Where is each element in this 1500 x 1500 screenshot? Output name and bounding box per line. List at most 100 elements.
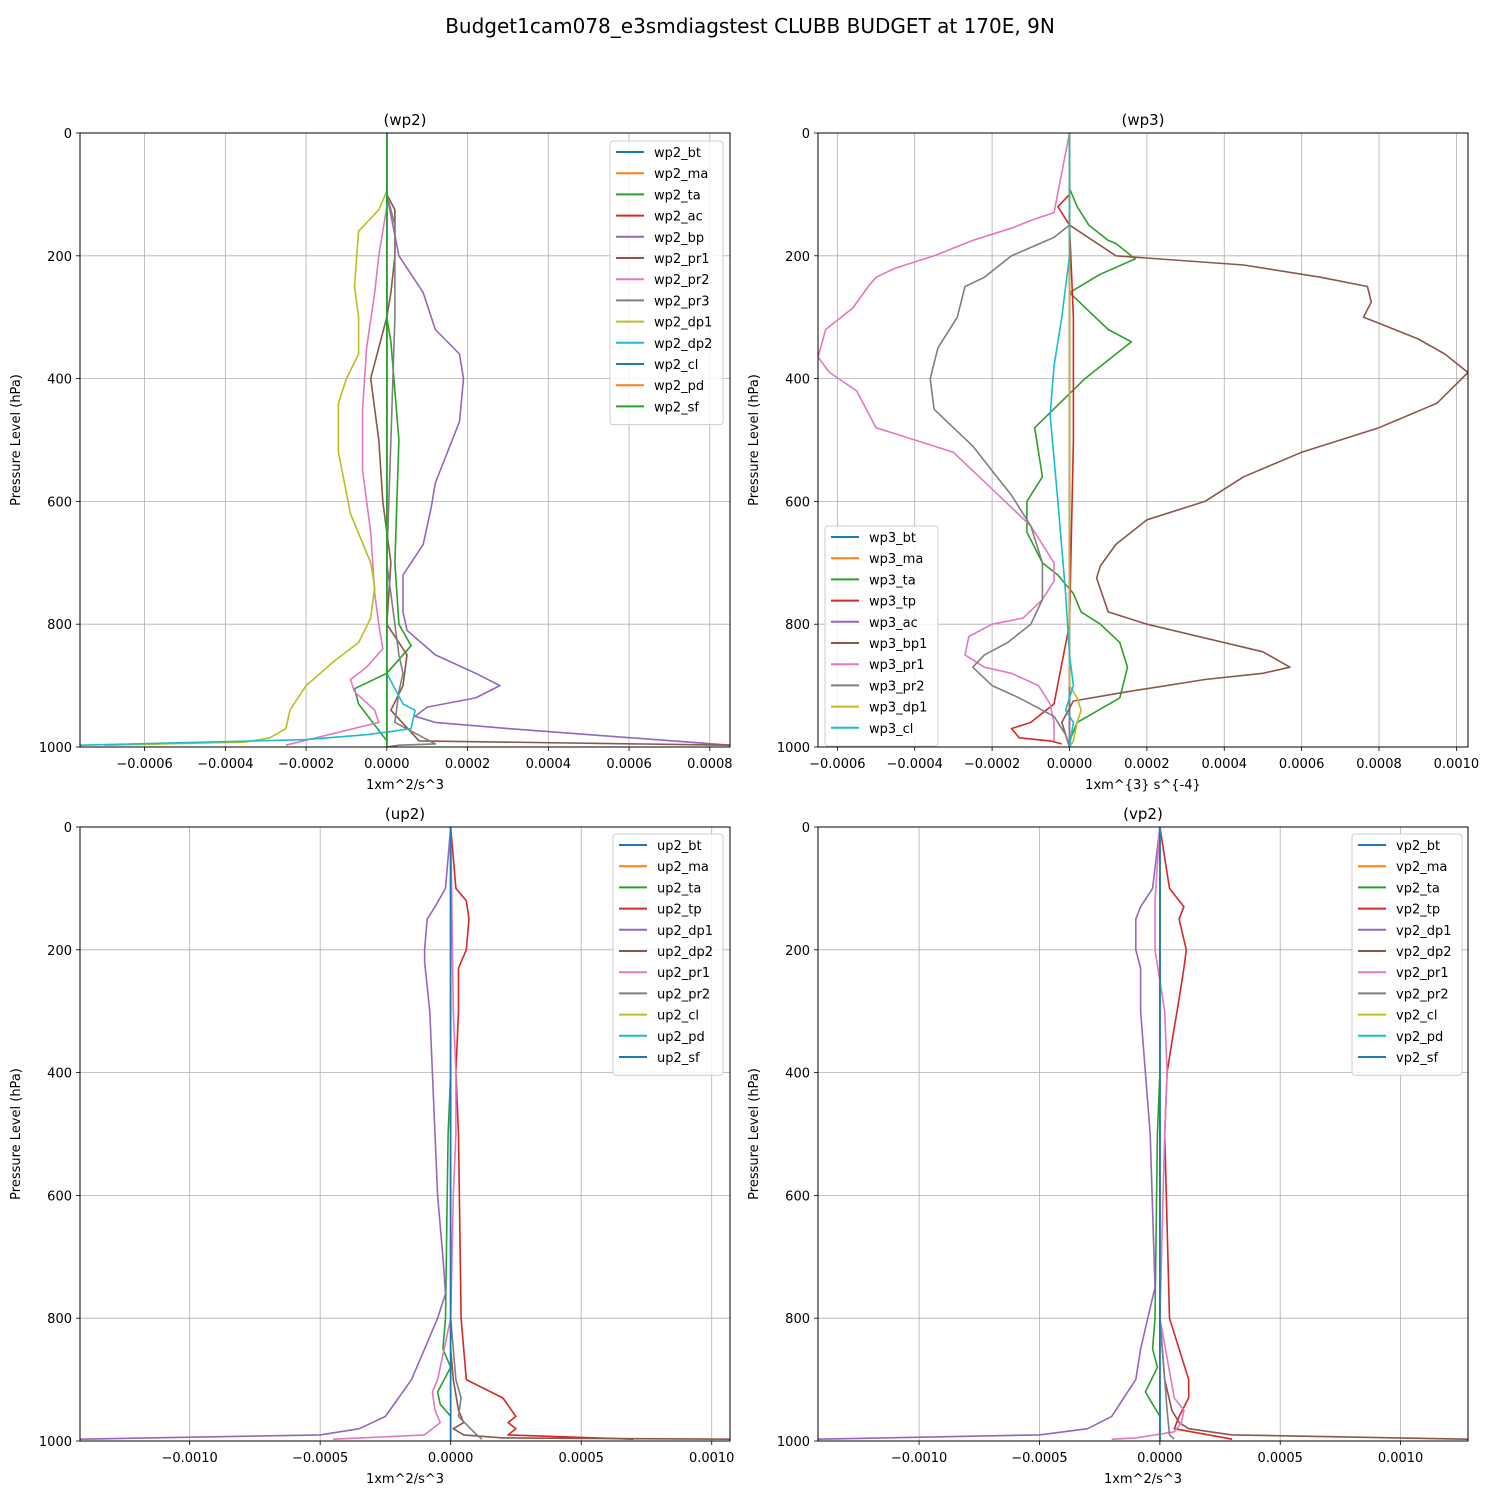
legend-label: wp2_bp (654, 231, 704, 246)
axes-frame (817, 826, 1469, 1442)
legend-label: up2_cl (657, 1009, 699, 1024)
legend-label: up2_dp1 (657, 924, 713, 939)
chart-panel-2: −0.0006 −0.0004 −0.0002 0.0000 0.0002 0.0004 0… (747, 111, 1479, 793)
y-tick-label: 400 (785, 373, 810, 388)
series-group (818, 827, 1468, 1441)
series-group (80, 827, 730, 1441)
x-tick-label: 0.0000 (1137, 1451, 1183, 1466)
y-tick-label: 1000 (39, 1435, 72, 1450)
y-tick-label: 600 (785, 495, 810, 510)
legend-label: vp2_ta (1396, 881, 1440, 896)
x-tick-label: −0.0006 (116, 757, 172, 772)
x-tick-label: 0.0010 (1434, 757, 1480, 772)
x-tick-label: 0.0005 (558, 1451, 604, 1466)
series-line-vp2-ta (1144, 827, 1161, 1441)
series-line-wp2-pr3 (385, 133, 437, 747)
legend: wp3_bt wp3_ma wp3_ta wp3_tp wp3_ac wp3_bp1 wp3… (824, 525, 939, 747)
y-tick-label: 800 (785, 1312, 810, 1327)
chart-panel-1: −0.0006 −0.0004 −0.0002 0.0000 0.0002 0.0004 0… (9, 111, 733, 793)
legend-label: wp2_cl (654, 358, 698, 373)
x-tick-label: 0.0000 (364, 757, 410, 772)
y-tick-label: 400 (47, 1067, 72, 1082)
y-tick-label: 200 (785, 944, 810, 959)
x-axis-label: 1xm^2/s^3 (366, 778, 444, 793)
y-tick-label: 1000 (777, 1435, 810, 1450)
legend-label: up2_dp2 (657, 945, 713, 960)
legend-label: wp2_pr3 (654, 294, 710, 309)
legend-label: vp2_pr1 (1396, 966, 1449, 981)
x-tick-label: −0.0004 (887, 757, 943, 772)
y-tick-label: 600 (47, 495, 72, 510)
panel-title: (up2) (385, 805, 425, 823)
series-line-wp3-bp1 (1061, 133, 1468, 747)
legend-label: up2_pd (657, 1030, 705, 1045)
legend-label: wp2_sf (654, 400, 699, 415)
legend-label: vp2_pr2 (1396, 987, 1449, 1002)
series-line-wp2-bp (385, 133, 730, 746)
series-line-wp2-pr2 (285, 133, 388, 746)
x-tick-label: 0.0004 (1202, 757, 1248, 772)
y-axis-label: Pressure Level (hPa) (747, 1068, 762, 1200)
legend-box (609, 140, 724, 426)
legend-label: up2_ta (657, 881, 701, 896)
y-tick-label: 0 (802, 127, 810, 142)
legend-label: wp2_dp2 (654, 337, 712, 352)
legend-label: wp3_bp1 (869, 637, 927, 652)
series-line-vp2-tp (1159, 827, 1233, 1440)
x-tick-label: −0.0010 (891, 1451, 947, 1466)
x-tick-label: 0.0000 (428, 1451, 474, 1466)
legend-label: up2_tp (657, 903, 702, 918)
legend-label: wp2_pd (654, 379, 704, 394)
series-group (818, 133, 1468, 747)
x-tick-label: 0.0005 (1257, 1451, 1303, 1466)
x-tick-label: −0.0006 (809, 757, 865, 772)
x-axis-label: 1xm^{3} s^{-4} (1085, 778, 1201, 793)
x-tick-label: 0.0004 (526, 757, 572, 772)
legend-label: wp3_ta (869, 573, 916, 588)
x-tick-label: −0.0005 (292, 1451, 348, 1466)
series-line-wp3-pr1 (818, 133, 1071, 741)
legend-label: wp3_bt (869, 531, 916, 546)
legend-label: wp3_ac (869, 616, 918, 631)
chart-panel-4: −0.0010 −0.0005 0.0000 0.0005 0.0010 0 200 400 6… (747, 805, 1469, 1487)
legend-label: up2_ma (657, 860, 709, 875)
legend-label: wp2_bt (654, 146, 701, 161)
x-tick-label: −0.0005 (1011, 1451, 1067, 1466)
x-tick-label: −0.0004 (197, 757, 253, 772)
y-tick-label: 800 (785, 618, 810, 633)
x-tick-label: 0.0010 (689, 1451, 735, 1466)
legend-label: up2_sf (657, 1051, 700, 1066)
y-tick-label: 400 (47, 373, 72, 388)
series-line-wp3-pr2 (929, 133, 1071, 747)
x-tick-label: −0.0010 (161, 1451, 217, 1466)
y-tick-label: 0 (64, 821, 72, 836)
y-tick-label: 400 (785, 1067, 810, 1082)
y-tick-label: 200 (47, 944, 72, 959)
series-group (80, 133, 730, 747)
figure-title: Budget1cam078_e3smdiagstest CLUBB BUDGET… (445, 14, 1055, 38)
legend-label: wp2_pr1 (654, 252, 710, 267)
y-tick-label: 200 (47, 250, 72, 265)
x-tick-label: 0.0006 (606, 757, 652, 772)
legend-label: wp3_ma (869, 552, 923, 567)
x-axis-label: 1xm^2/s^3 (366, 1472, 444, 1487)
panel-title: (wp2) (383, 111, 426, 129)
legend: wp2_bt wp2_ma wp2_ta wp2_ac wp2_bp wp2_pr1 wp2… (609, 140, 724, 426)
legend-label: wp2_dp1 (654, 316, 712, 331)
legend-label: vp2_pd (1396, 1030, 1443, 1045)
legend-label: vp2_tp (1396, 903, 1440, 918)
x-tick-label: 0.0002 (1124, 757, 1170, 772)
series-line-up2-dp1 (80, 827, 452, 1440)
x-axis-label: 1xm^2/s^3 (1104, 1472, 1182, 1487)
legend-label: wp3_pr1 (869, 658, 925, 673)
x-tick-label: 0.0002 (445, 757, 491, 772)
series-line-wp2-ta (353, 133, 412, 747)
legend-label: wp2_pr2 (654, 273, 710, 288)
legend-label: wp2_ta (654, 188, 701, 203)
series-line-wp2-dp1 (104, 133, 388, 746)
y-tick-label: 800 (47, 1312, 72, 1327)
x-tick-label: 0.0006 (1279, 757, 1325, 772)
panel-title: (vp2) (1123, 805, 1163, 823)
y-tick-label: 600 (785, 1189, 810, 1204)
legend-label: wp3_tp (869, 595, 916, 610)
